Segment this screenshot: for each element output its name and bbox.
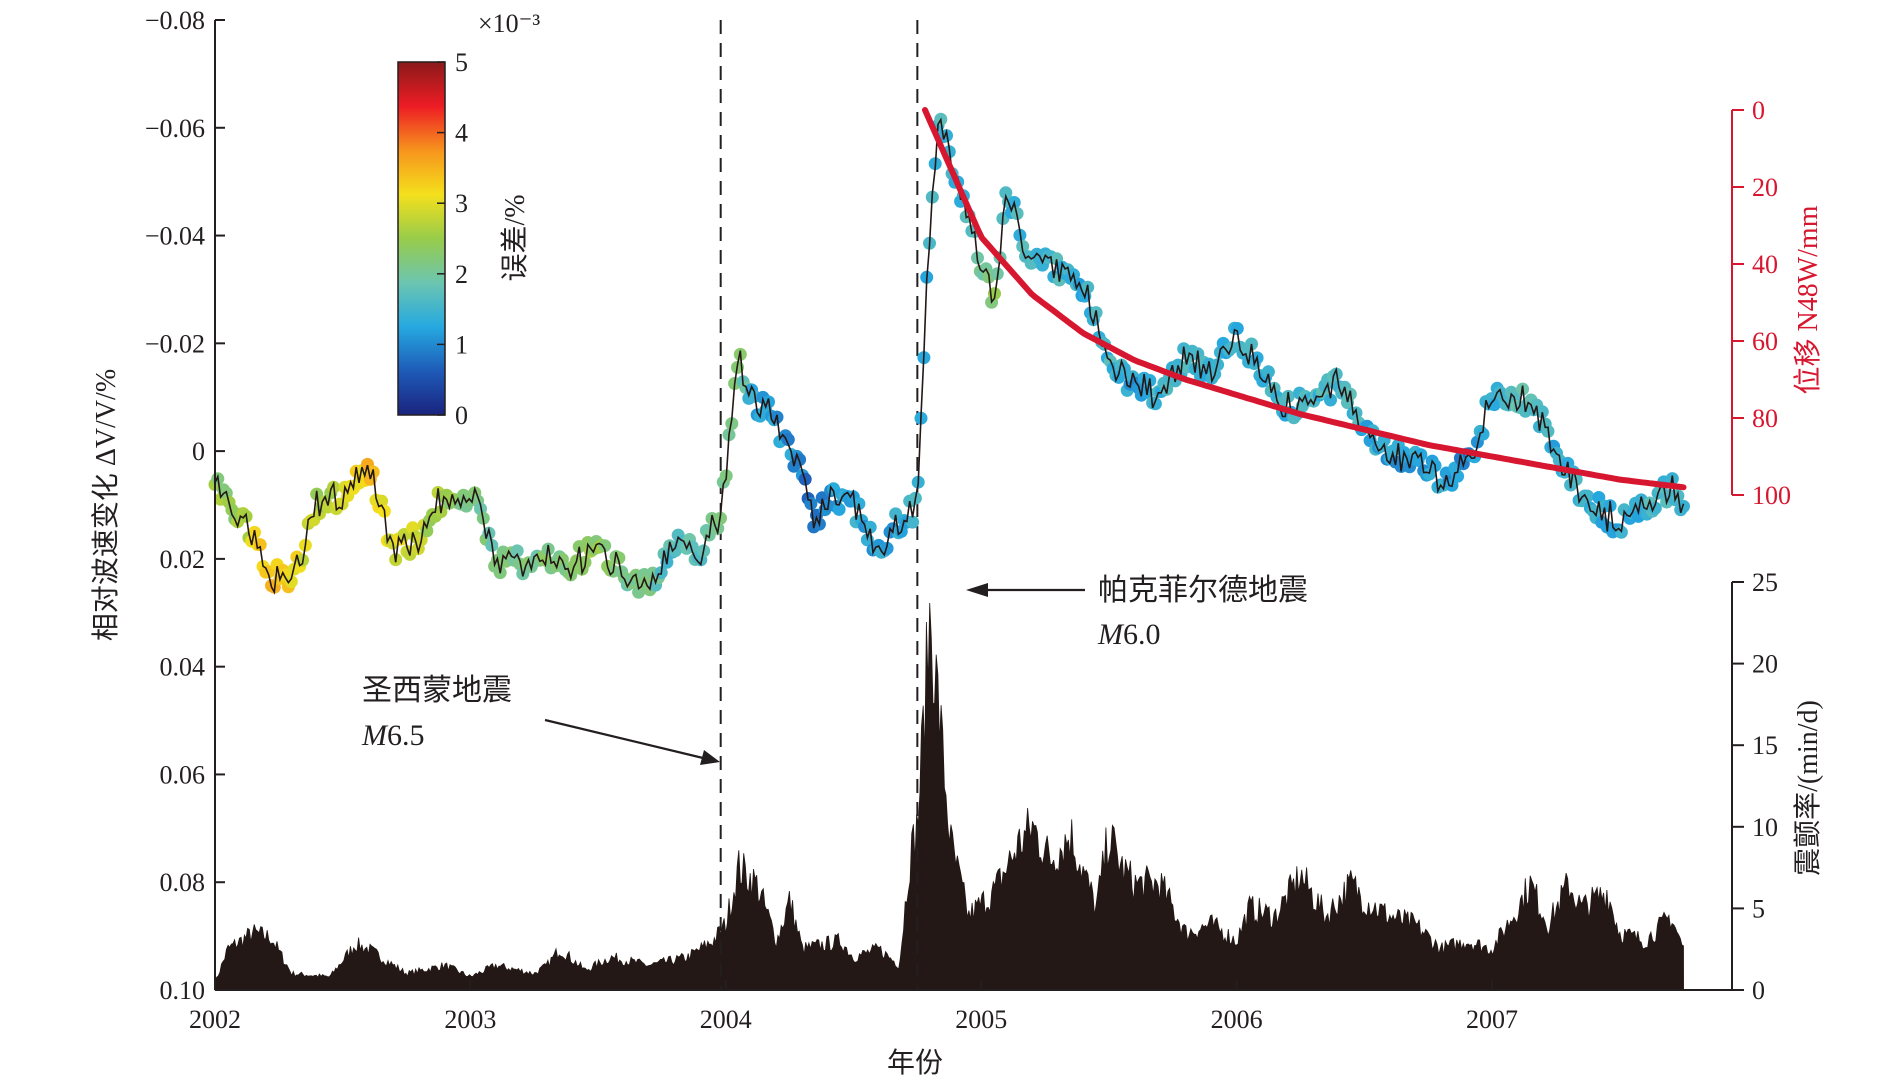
displacement-line: [922, 107, 1687, 491]
velocity-point: [906, 515, 920, 529]
tremor-tick-label: 0: [1752, 976, 1765, 1005]
velocity-point: [832, 502, 846, 516]
velocity-point: [284, 575, 298, 589]
left-tick-label: 0.10: [160, 976, 206, 1005]
annotation-label: 帕克菲尔德地震: [1098, 574, 1308, 607]
earthquake-markers: [719, 20, 919, 990]
left-tick-label: −0.04: [145, 222, 205, 251]
tremor-tick-label: 10: [1752, 813, 1778, 842]
x-tick-label: 2004: [700, 1005, 752, 1034]
velocity-point: [1261, 365, 1275, 379]
annotation-magnitude: M6.5: [361, 719, 425, 752]
x-tick-label: 2007: [1466, 1005, 1518, 1034]
velocity-point: [1487, 398, 1501, 412]
colorbar-tick-label: 5: [455, 48, 468, 77]
left-tick-label: 0.08: [160, 868, 206, 897]
colorbar-tick-label: 4: [455, 119, 468, 148]
left-tick-label: −0.08: [145, 6, 205, 35]
tremor-tick-label: 25: [1752, 568, 1778, 597]
annotation-label: 圣西蒙地震: [362, 674, 512, 707]
left-tick-label: 0.02: [160, 545, 206, 574]
tremor-rate-area: [214, 602, 1684, 991]
displacement-axis-title: 位移 N48W/mm: [1792, 205, 1824, 394]
displacement-curve: [922, 107, 1687, 491]
displacement-tick-label: 40: [1752, 250, 1778, 279]
x-tick-label: 2005: [955, 1005, 1007, 1034]
axes-frame: [214, 20, 1733, 991]
velocity-point: [880, 541, 894, 555]
colorbar-tick-label: 1: [455, 330, 468, 359]
left-tick-label: 0.04: [160, 653, 206, 682]
annotation-arrowhead: [966, 583, 988, 597]
colorbar-ticks: 0 1 2 3 4 5: [437, 48, 468, 430]
left-tick-label: 0.06: [160, 760, 206, 789]
velocity-change-series: [208, 112, 1690, 599]
displacement-axis: 0 20 40 60 80 100: [1732, 96, 1791, 510]
colorbar-exponent: ×10⁻³: [478, 9, 540, 38]
displacement-tick-label: 20: [1752, 173, 1778, 202]
colorbar-tick-label: 3: [455, 189, 468, 218]
tremor-tick-label: 15: [1752, 731, 1778, 760]
x-axis-title: 年份: [887, 1047, 943, 1079]
x-tick-label: 2002: [189, 1005, 241, 1034]
left-axis-title: 相对波速变化 ΔV/V/%: [90, 369, 122, 641]
velocity-line: [214, 117, 1685, 595]
colorbar-gradient: [397, 61, 446, 416]
annotation-magnitude: M6.0: [1097, 618, 1161, 651]
velocity-point: [510, 544, 524, 558]
x-axis: 2002 2003 2004 2005 2006 2007: [189, 980, 1518, 1034]
colorbar-tick-label: 2: [455, 260, 468, 289]
colorbar-tick-label: 0: [455, 401, 468, 430]
left-tick-label: 0: [192, 437, 205, 466]
velocity-point: [1535, 405, 1549, 419]
displacement-tick-label: 60: [1752, 327, 1778, 356]
annotation-arrow: [544, 718, 704, 760]
colorbar-title: 误差/%: [499, 194, 531, 281]
left-axis: −0.08 −0.06 −0.04 −0.02 0 0.02 0.04 0.06 0.08 0.1…: [145, 6, 225, 1005]
tremor-axis: 0 5 10 15 20 25: [1732, 568, 1778, 1005]
displacement-tick-label: 0: [1752, 96, 1765, 125]
velocity-point: [1581, 489, 1594, 503]
velocity-point: [598, 539, 612, 553]
colorbar: 0 1 2 3 4 5 ×10⁻³ 误差/%: [397, 9, 540, 430]
annotation-parkfield: 帕克菲尔德地震 M6.0: [966, 574, 1308, 651]
displacement-tick-label: 100: [1752, 481, 1791, 510]
x-tick-label: 2003: [444, 1005, 496, 1034]
tremor-axis-title: 震颤率/(min/d): [1792, 700, 1824, 876]
velocity-point: [1324, 393, 1337, 407]
tremor-tick-label: 20: [1752, 650, 1778, 679]
velocity-point: [863, 520, 877, 534]
tremor-rate-fill: [214, 602, 1684, 991]
displacement-tick-label: 80: [1752, 404, 1778, 433]
left-tick-label: −0.06: [145, 114, 205, 143]
x-tick-label: 2006: [1211, 1005, 1263, 1034]
annotation-san-simeon: 圣西蒙地震 M6.5: [361, 674, 720, 765]
annotation-arrowhead: [700, 750, 720, 765]
left-tick-label: −0.02: [145, 329, 205, 358]
tremor-tick-label: 5: [1752, 894, 1765, 923]
